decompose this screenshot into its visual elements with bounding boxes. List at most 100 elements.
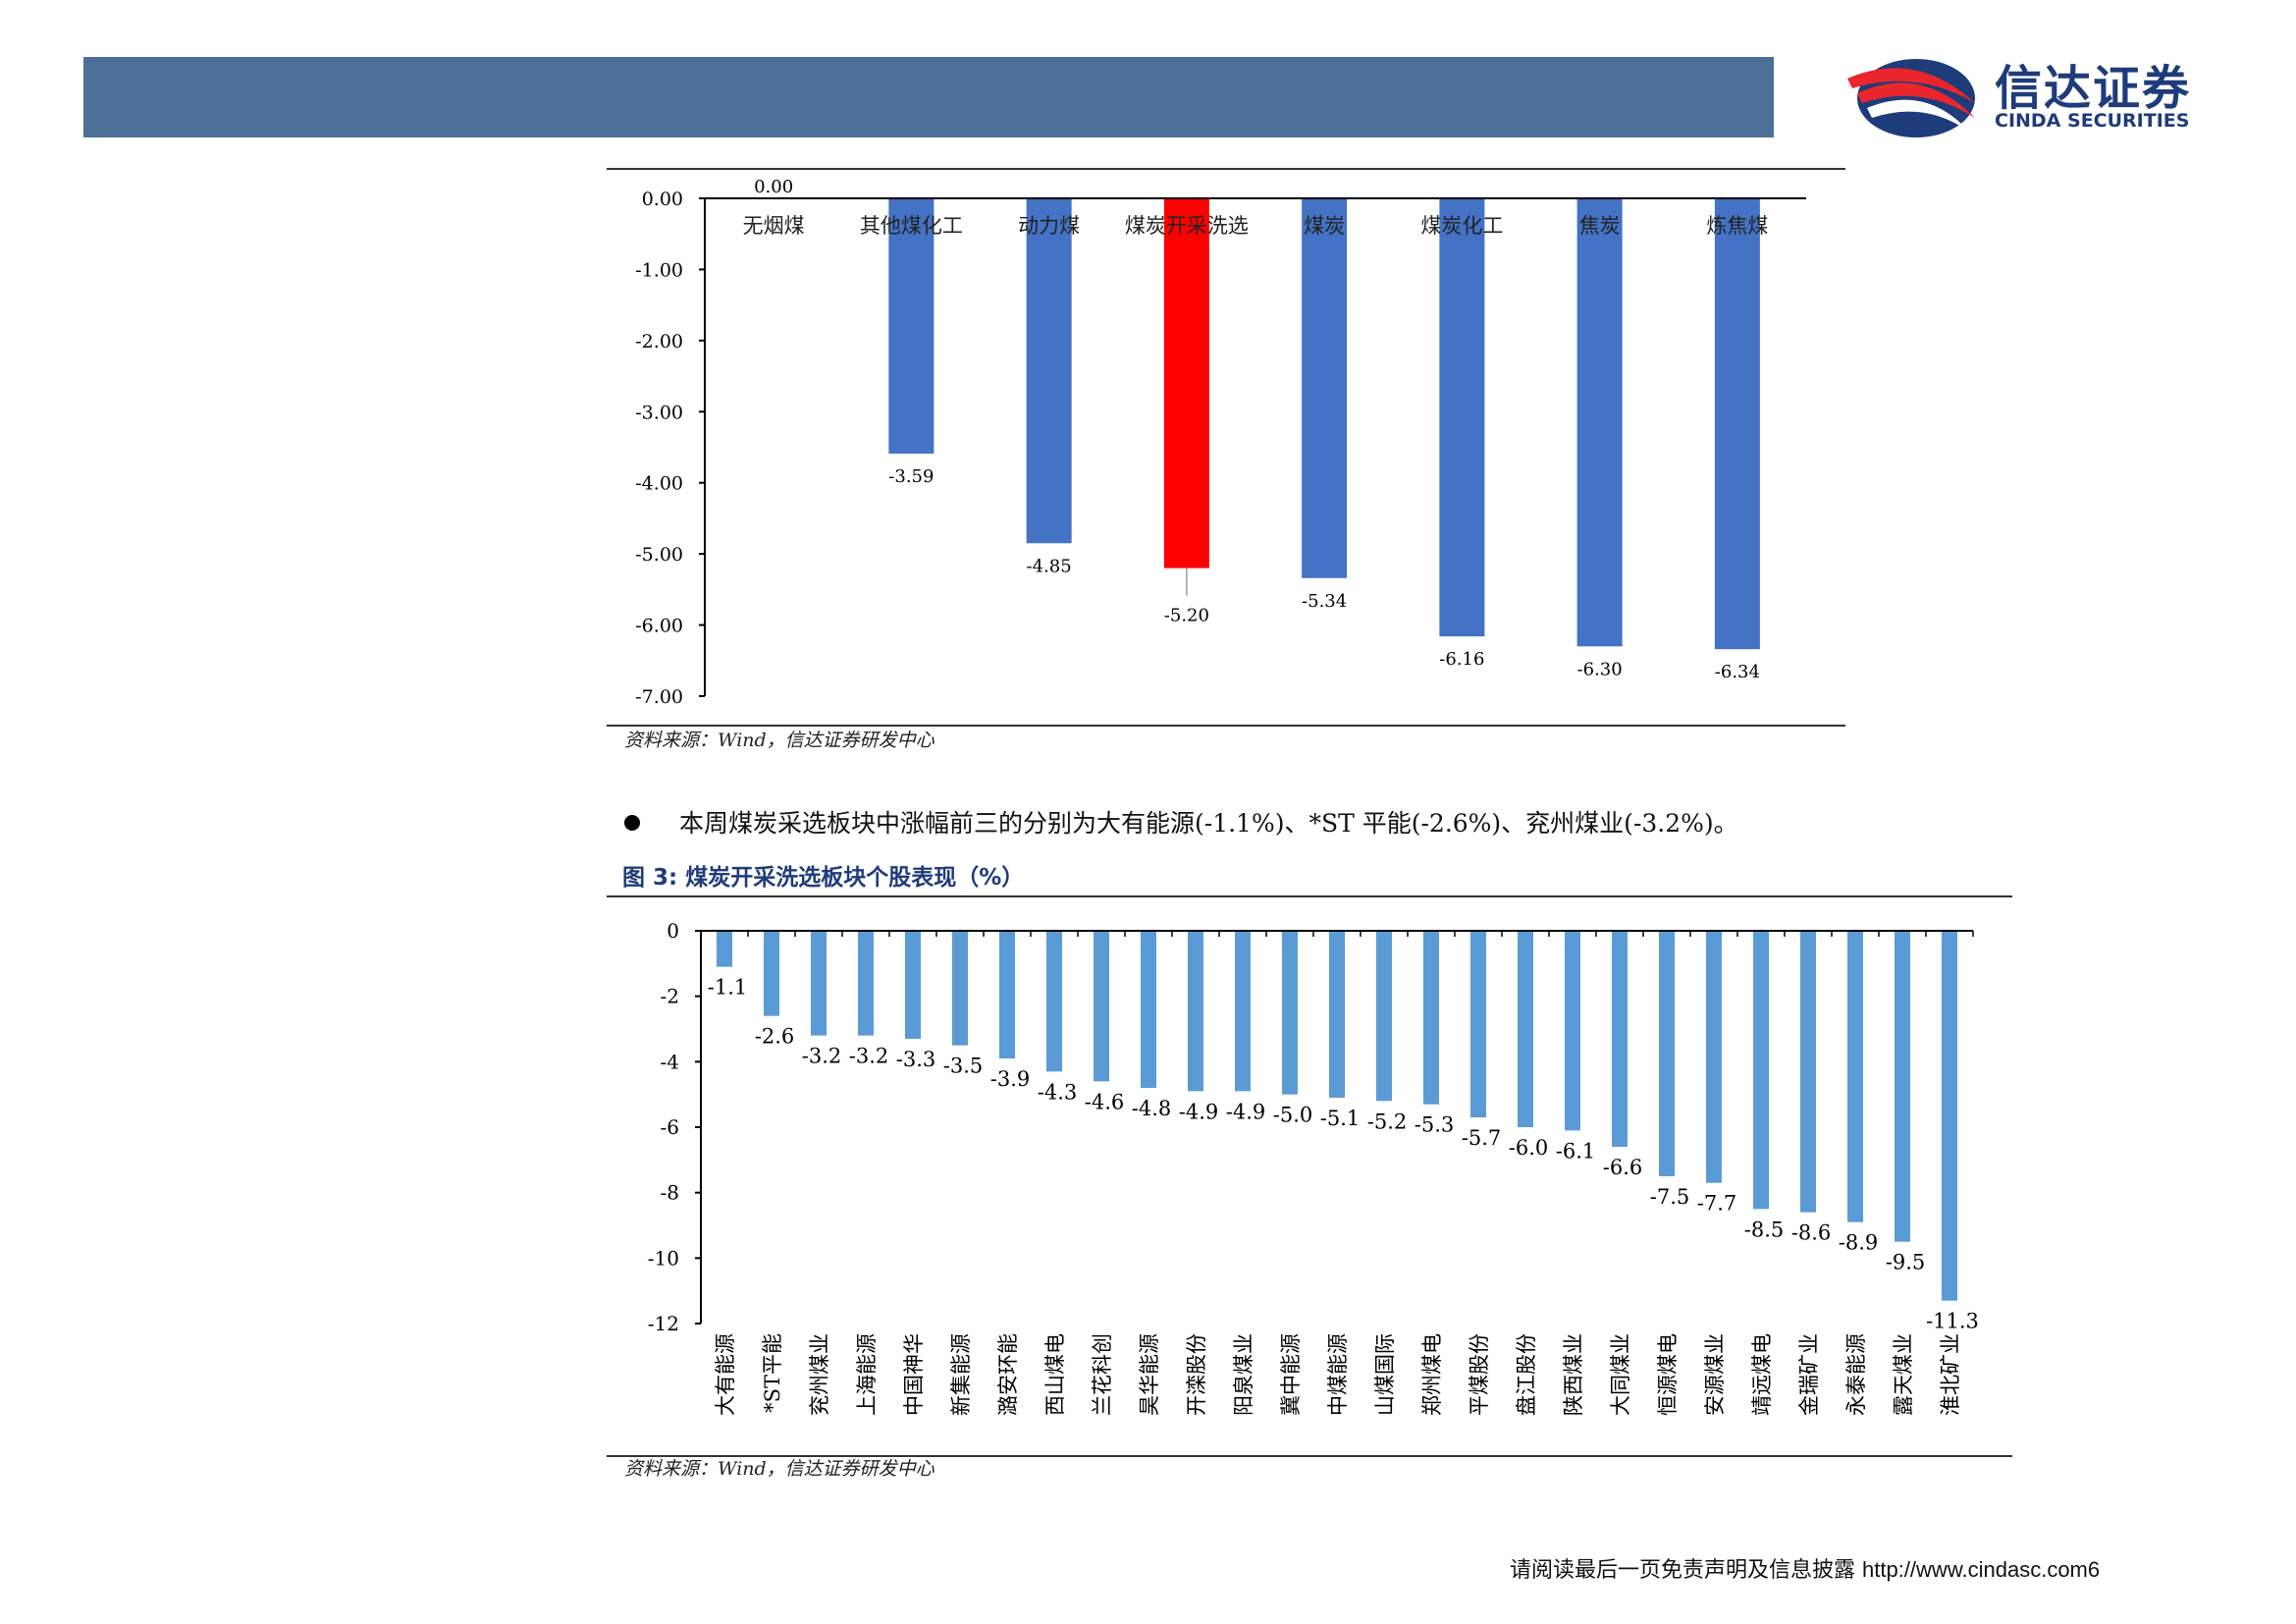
chart2-category-label: 金瑞矿业 [1797,1333,1821,1416]
chart1-data-label: -6.16 [1439,649,1484,670]
chart2-data-label: -4.9 [1226,1100,1266,1123]
chart2-data-label: -5.0 [1273,1104,1313,1127]
chart2-data-label: -4.3 [1038,1080,1078,1104]
chart2-bar [1188,931,1203,1092]
chart2-category-label: 新集能源 [949,1333,973,1416]
chart2-category-label: 潞安环能 [996,1333,1020,1416]
chart2-category-label: 露天煤业 [1892,1333,1915,1416]
chart1-y-tick-label: -7.00 [635,686,683,708]
chart1-category-label: 煤炭化工 [1420,214,1503,238]
chart2-bar [1847,931,1863,1222]
chart1-y-tick-label: -3.00 [635,402,683,423]
chart2-category-label: 阳泉煤业 [1232,1333,1255,1416]
chart2-data-label: -6.6 [1603,1156,1643,1179]
footer-disclaimer: 请阅读最后一页免责声明及信息披露 [1510,1558,1856,1583]
chart2-bar [1235,931,1251,1092]
chart2-data-label: -5.2 [1367,1110,1408,1133]
chart2-bar [1282,931,1298,1095]
chart2-category-label: 上海能源 [855,1333,879,1416]
chart2-y-tick-label: -2 [661,985,679,1008]
chart2-category-label: 西山煤电 [1043,1333,1067,1416]
chart2-data-label: -8.6 [1791,1221,1832,1245]
chart1-data-label: -4.85 [1027,556,1072,576]
chart2-category-label: 山煤国际 [1373,1333,1397,1416]
chart1-y-tick-label: -4.00 [635,473,683,495]
chart2-data-label: -2.6 [755,1025,795,1049]
chart2-top-rule [607,895,2012,897]
chart1-bar [1026,198,1072,544]
chart1-data-label: -6.30 [1577,659,1623,679]
chart2-y-tick-label: 0 [667,919,679,943]
chart1-source-note: 资料来源：Wind，信达证券研发中心 [624,730,934,751]
chart2-bottom-rule [607,1455,2012,1457]
chart1-bar [888,198,934,455]
chart1-data-label: 0.00 [754,177,793,197]
chart2-category-label: 靖远煤电 [1750,1333,1774,1416]
chart1-data-label: -3.59 [888,466,934,487]
chart2-category-label: 昊华能源 [1138,1333,1161,1416]
chart2-data-label: -8.5 [1744,1218,1785,1241]
chart2-data-label: -6.0 [1509,1136,1549,1160]
chart2-data-label: -5.7 [1462,1126,1502,1150]
chart2-category-label: 兖州煤业 [808,1333,831,1416]
header-bar [83,57,1774,137]
chart1-bar [1714,198,1760,650]
chart2-bar [1659,931,1675,1176]
chart1-category-label: 煤炭开采洗选 [1125,214,1249,238]
chart1-data-label: -5.34 [1302,591,1347,612]
chart2-bar [1800,931,1816,1213]
chart2-bar [1753,931,1769,1210]
chart2-data-label: -3.2 [802,1045,842,1068]
chart1-y-tick-label: -2.00 [635,331,683,352]
chart2-data-label: -4.9 [1179,1100,1219,1123]
chart1-y-tick-label: 0.00 [642,189,683,210]
chart2-bar [1141,931,1156,1088]
chart2-bar [1470,931,1486,1117]
chart1-category-label: 炼焦煤 [1706,214,1768,238]
figure3-title: 图 3: 煤炭开采洗选板块个股表现（%） [622,865,1025,891]
chart2-bar [1376,931,1392,1102]
chart2-data-label: -6.1 [1556,1139,1596,1163]
chart1-category-label: 动力煤 [1018,214,1080,238]
chart2-bar [1329,931,1345,1098]
logo-text-en: CINDA SECURITIES [1995,110,2190,132]
chart1-bottom-rule [607,725,1845,727]
chart2-data-label: -3.9 [990,1067,1031,1091]
chart2-bar [1518,931,1533,1127]
chart2-data-label: -9.5 [1886,1251,1926,1274]
chart2-y-tick-label: -6 [661,1115,679,1139]
chart2-category-label: 盘江股份 [1515,1333,1538,1416]
chart2-data-label: -3.2 [849,1045,889,1068]
chart2-y-tick-label: -10 [648,1246,679,1270]
chart2-category-label: 淮北矿业 [1939,1333,1962,1416]
chart2-bar [1565,931,1580,1131]
chart1-bar [1576,198,1623,647]
chart2-data-label: -1.1 [708,976,748,1000]
chart2-bar [811,931,827,1036]
chart2-bar [1895,931,1910,1242]
chart2-category-label: 中国神华 [902,1333,926,1416]
chart1-industry-performance: 0.00 -1.00 -2.00 -3.00 -4.00 -5.00 -6.00 -7.00 无… [635,177,1806,708]
footer-url-link[interactable]: http://www.cindasc.com [1862,1557,2088,1582]
chart2-category-label: 大同煤业 [1609,1333,1632,1416]
chart1-bar [1163,198,1209,568]
chart2-bar [858,931,874,1036]
chart2-category-label: 郑州煤电 [1420,1333,1444,1416]
chart2-y-tick-label: -8 [661,1181,679,1205]
chart2-category-label: 永泰能源 [1844,1333,1868,1416]
chart2-y-tick-label: -12 [648,1312,679,1335]
chart2-bar [905,931,921,1039]
chart2-category-label: 平煤股份 [1468,1333,1491,1416]
chart2-category-label: 冀中能源 [1279,1333,1303,1416]
chart2-data-label: -11.3 [1926,1310,1979,1333]
footer: 请阅读最后一页免责声明及信息披露 http://www.cindasc.com6 [1510,1555,2100,1586]
page-number: 6 [2087,1557,2101,1582]
chart1-category-label: 无烟煤 [743,214,805,238]
chart2-bar [1423,931,1439,1105]
chart2-data-label: -3.5 [943,1055,984,1078]
chart2-data-label: -4.6 [1085,1090,1125,1113]
chart2-bar [1942,931,1957,1301]
chart2-bar [764,931,779,1016]
chart2-category-label: 恒源煤电 [1656,1333,1680,1416]
chart1-top-rule [607,168,1845,170]
